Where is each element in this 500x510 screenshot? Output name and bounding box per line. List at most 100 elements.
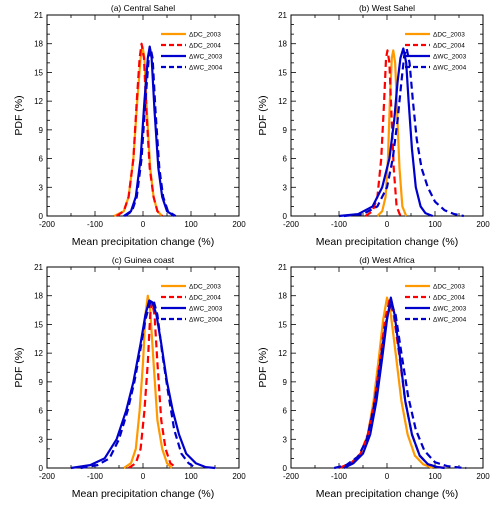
x-axis-title: Mean precipitation change (%) [316,488,458,500]
y-tick-label: 18 [34,40,43,49]
y-tick-label: 21 [278,11,287,20]
series-line-2 [338,47,434,218]
y-tick-label: 21 [34,11,43,20]
x-tick-label: 100 [428,472,442,481]
y-tick-label: 18 [278,292,287,301]
y-tick-label: 9 [39,126,44,135]
y-tick-label: 9 [283,378,288,387]
chart-panel-0: (a) Central Sahel -200 -100 0 100 200 0 3 6 9 12 15… [13,3,246,248]
y-tick-label: 12 [34,349,43,358]
x-tick-label: 0 [141,472,146,481]
y-tick-label: 9 [39,378,44,387]
legend-label: ΔDC_2003 [433,284,465,291]
x-tick-label: -100 [331,220,348,229]
x-tick-label: 200 [232,220,246,229]
y-axis-title: PDF (%) [257,95,269,135]
legend-label: ΔWC_2004 [433,317,467,324]
x-tick-label: 100 [184,472,198,481]
y-tick-label: 15 [34,68,43,77]
series-line-3 [333,301,467,470]
x-tick-label: 200 [476,472,490,481]
x-tick-label: 100 [184,220,198,229]
x-tick-label: -200 [283,472,300,481]
legend-label: ΔWC_2004 [189,65,223,72]
legend: ΔDC_2003 ΔDC_2004 ΔWC_2003 ΔWC_2004 [161,32,223,72]
y-tick-label: 15 [278,68,287,77]
y-tick-label: 15 [278,320,287,329]
chart-panel-3: (d) West Africa -200 -100 0 100 200 0 3 6 9 12 15 18… [257,255,490,500]
x-tick-label: -200 [39,220,56,229]
x-tick-label: 200 [232,472,246,481]
x-tick-label: -100 [331,472,348,481]
series-line-1 [115,42,163,217]
x-tick-label: -200 [283,220,300,229]
y-tick-label: 6 [39,407,44,416]
x-tick-label: -100 [87,220,104,229]
series-line-0 [376,49,408,217]
y-tick-label: 9 [283,126,288,135]
legend-label: ΔWC_2003 [433,54,467,61]
x-tick-label: 200 [476,220,490,229]
y-tick-label: 0 [39,212,44,221]
y-tick-label: 18 [34,292,43,301]
x-tick-label: 100 [428,220,442,229]
legend-label: ΔDC_2004 [433,295,465,302]
legend-label: ΔDC_2003 [433,32,465,39]
y-tick-label: 12 [278,97,287,106]
x-tick-label: -200 [39,472,56,481]
legend-label: ΔDC_2004 [189,43,221,50]
series-line-2 [70,299,216,470]
legend-label: ΔDC_2004 [189,295,221,302]
y-tick-label: 0 [283,212,288,221]
legend-label: ΔWC_2003 [189,54,223,61]
y-tick-label: 15 [34,320,43,329]
y-tick-label: 3 [39,435,44,444]
y-tick-label: 0 [39,464,44,473]
legend-label: ΔWC_2004 [189,317,223,324]
y-tick-label: 21 [278,263,287,272]
legend-label: ΔDC_2003 [189,284,221,291]
legend: ΔDC_2003 ΔDC_2004 ΔWC_2003 ΔWC_2004 [405,284,467,324]
y-tick-label: 6 [39,155,44,164]
series-line-1 [364,49,402,217]
y-axis-title: PDF (%) [13,95,25,135]
x-tick-label: 0 [385,472,390,481]
panel-title: (a) Central Sahel [111,3,175,13]
y-tick-label: 6 [283,155,288,164]
legend: ΔDC_2003 ΔDC_2004 ΔWC_2003 ΔWC_2004 [161,284,223,324]
y-tick-label: 3 [39,183,44,192]
x-tick-label: 0 [385,220,390,229]
panel-title: (b) West Sahel [359,3,415,13]
legend-label: ΔWC_2003 [189,306,223,313]
chart-panel-1: (b) West Sahel -200 -100 0 100 200 0 3 6 9 12 15 18 2… [257,3,490,248]
y-tick-label: 21 [34,263,43,272]
series-line-0 [123,294,173,469]
x-tick-label: 0 [141,220,146,229]
legend-label: ΔDC_2004 [433,43,465,50]
y-tick-label: 12 [34,97,43,106]
legend-label: ΔDC_2003 [189,32,221,39]
y-tick-label: 12 [278,349,287,358]
series-line-3 [124,47,177,217]
x-tick-label: -100 [87,472,104,481]
y-tick-label: 6 [283,407,288,416]
chart-panel-2: (c) Guinea coast -200 -100 0 100 200 0 3 6 9 12 15 1… [13,255,246,500]
panel-title: (d) West Africa [359,255,415,265]
legend-label: ΔWC_2003 [433,306,467,313]
panel-title: (c) Guinea coast [112,255,175,265]
x-axis-title: Mean precipitation change (%) [316,236,458,248]
y-tick-label: 18 [278,40,287,49]
x-axis-title: Mean precipitation change (%) [72,488,214,500]
y-axis-title: PDF (%) [257,347,269,387]
y-tick-label: 0 [283,464,288,473]
y-tick-label: 3 [283,435,288,444]
x-axis-title: Mean precipitation change (%) [72,236,214,248]
legend-label: ΔWC_2004 [433,65,467,72]
y-tick-label: 3 [283,183,288,192]
legend: ΔDC_2003 ΔDC_2004 ΔWC_2003 ΔWC_2004 [405,32,467,72]
series-line-3 [343,47,465,218]
series-line-2 [343,296,445,470]
y-axis-title: PDF (%) [13,347,25,387]
series-line-3 [80,299,197,470]
